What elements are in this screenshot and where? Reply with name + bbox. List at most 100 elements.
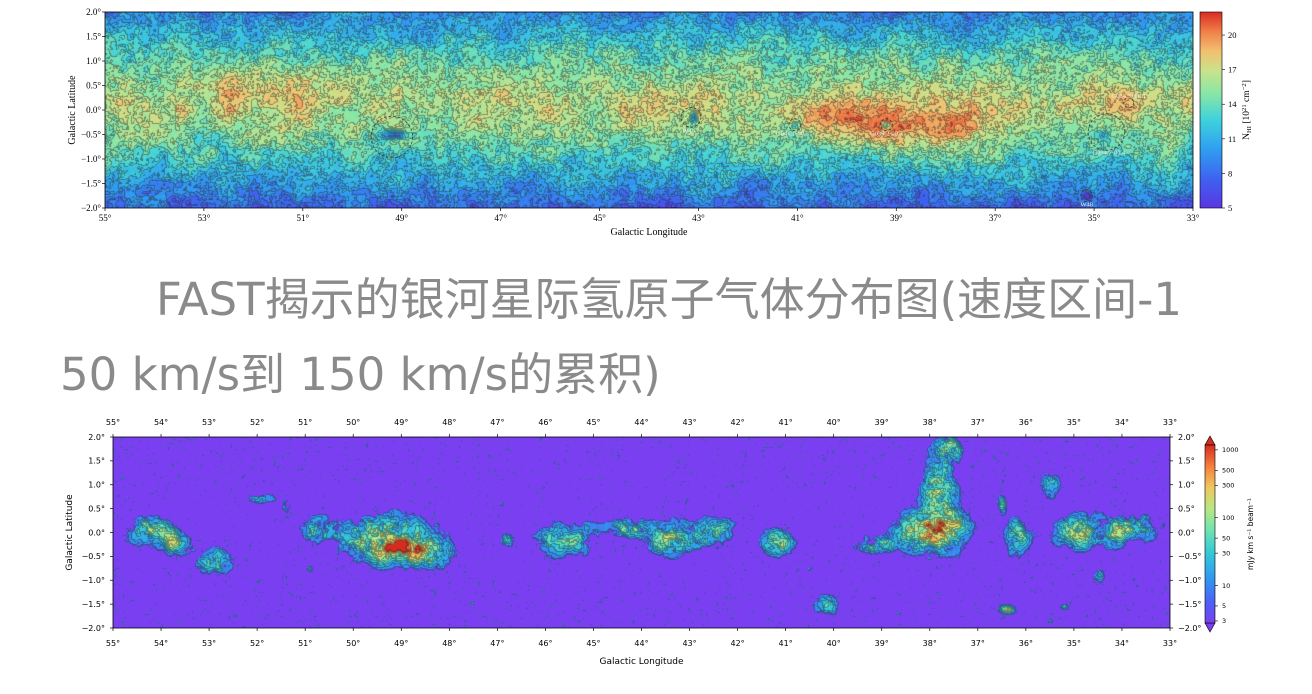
colorbar-tick-label: 17	[1228, 65, 1237, 75]
source-marker-circle	[1087, 113, 1126, 151]
y-tick-label: 2.0°	[86, 7, 101, 17]
x-tick-label: 41°	[779, 639, 793, 648]
source-marker-circle	[1080, 189, 1094, 203]
x-tick-label: 33°	[1187, 213, 1200, 223]
x-tick-label: 55°	[106, 418, 120, 427]
colorbar-label-part: −2	[1241, 83, 1248, 90]
y-tick-label: 0.5°	[1178, 504, 1195, 513]
colorbar-label-part: 21	[1241, 104, 1248, 111]
source-marker-circle	[788, 118, 802, 132]
x-tick-label: 33°	[1163, 418, 1177, 427]
y-tick-label: −1.0°	[1178, 576, 1201, 585]
colorbar	[1204, 444, 1216, 624]
colorbar-label-part: HI	[1246, 126, 1253, 133]
colorbar-tick-label: 11	[1228, 134, 1236, 144]
x-tick-label: 51°	[298, 639, 312, 648]
source-marker-circle	[880, 118, 893, 132]
x-tick-label: 38°	[923, 418, 937, 427]
x-tick-label: 53°	[202, 639, 216, 648]
x-tick-label: 48°	[442, 418, 456, 427]
colorbar-label-part: [10	[1242, 111, 1252, 126]
y-tick-label: 0.0°	[1178, 528, 1195, 537]
top-map-axes: Galactic Longitude Galactic Latitude 55°…	[67, 7, 1253, 238]
x-axis-label: Galactic Longitude	[611, 227, 688, 238]
x-tick-label: 55°	[106, 639, 120, 648]
x-tick-label: 50°	[346, 639, 360, 648]
x-tick-label: 49°	[395, 213, 408, 223]
x-tick-label: 36°	[1019, 418, 1033, 427]
x-tick-label: 38°	[923, 639, 937, 648]
source-marker-circle	[680, 107, 702, 128]
colorbar-tick-label: 100	[1222, 514, 1234, 522]
colorbar-tick-label: 1000	[1222, 446, 1239, 454]
x-tick-label: 42°	[730, 418, 744, 427]
y-tick-label: −2.0°	[81, 203, 101, 213]
x-tick-label: 39°	[875, 418, 889, 427]
x-tick-label: 43°	[682, 639, 696, 648]
x-tick-label: 44°	[634, 639, 648, 648]
x-tick-label: 51°	[297, 213, 310, 223]
colorbar-label: NHI [1021 cm−2]	[1241, 80, 1253, 140]
x-tick-label: 48°	[442, 639, 456, 648]
x-tick-label: 46°	[538, 418, 552, 427]
x-tick-label: 55°	[99, 213, 112, 223]
y-tick-label: 0.5°	[86, 81, 101, 91]
x-tick-label: 49°	[394, 639, 408, 648]
x-tick-label: 35°	[1088, 213, 1101, 223]
source-annotation-label: G039.2-00.3	[870, 130, 903, 137]
x-tick-label: 54°	[154, 418, 168, 427]
colorbar-tick-label: 300	[1222, 482, 1234, 490]
figure-caption: FAST揭示的银河星际氢原子气体分布图(速度区间-1 50 km/s到 150 …	[60, 262, 1292, 412]
x-tick-label: 54°	[154, 639, 168, 648]
source-annotation-label: G034.3+00.1	[1112, 93, 1146, 100]
caption-line: 50 km/s到 150 km/s的累积)	[60, 348, 661, 401]
x-tick-label: 40°	[827, 639, 841, 648]
x-tick-label: 37°	[989, 213, 1002, 223]
x-tick-label: 39°	[890, 213, 903, 223]
colorbar-tick-label: 14	[1228, 99, 1237, 109]
x-tick-label: 51°	[298, 418, 312, 427]
colorbar-tick-label: 50	[1222, 534, 1230, 542]
y-tick-label: −0.5°	[1178, 552, 1201, 561]
x-tick-label: 44°	[634, 418, 648, 427]
y-tick-label: 1.0°	[88, 481, 105, 490]
y-tick-label: −2.0°	[82, 624, 105, 633]
source-annotation-label: G034.7-00.4	[1092, 149, 1126, 156]
x-tick-label: 45°	[593, 213, 606, 223]
plot-frame	[112, 436, 1171, 629]
y-tick-label: 2.0°	[88, 433, 105, 442]
source-annotation-label: W49	[682, 128, 695, 135]
y-tick-label: −1.5°	[81, 179, 101, 189]
y-axis-label: Galactic Latitude	[67, 75, 78, 145]
colorbar-extend-min	[1204, 622, 1216, 633]
colorbar-tick-label: 5	[1228, 203, 1232, 213]
y-tick-label: −1.0°	[82, 576, 105, 585]
colorbar-label: mJy km s⁻¹ beam⁻¹	[1246, 498, 1255, 570]
source-annotation-label: G041.1-00.3	[776, 130, 809, 137]
y-tick-label: 2.0°	[1178, 433, 1195, 442]
x-tick-label: 36°	[1019, 639, 1033, 648]
x-tick-label: 47°	[490, 639, 504, 648]
colorbar-tick-label: 20	[1228, 30, 1237, 40]
colorbar-tick-label: 500	[1222, 467, 1234, 475]
x-tick-label: 47°	[494, 213, 507, 223]
x-tick-label: 53°	[198, 213, 211, 223]
colorbar-tick-label: 30	[1222, 549, 1230, 557]
colorbar-tick-label: 5	[1222, 602, 1226, 610]
x-tick-label: 35°	[1067, 418, 1081, 427]
x-tick-label: 45°	[586, 639, 600, 648]
y-tick-label: −1.5°	[82, 600, 105, 609]
x-tick-label: 49°	[394, 418, 408, 427]
y-tick-label: −1.0°	[81, 154, 101, 164]
source-annotation-label: W48	[1080, 201, 1093, 208]
x-tick-label: 34°	[1115, 639, 1129, 648]
x-tick-label: 40°	[827, 418, 841, 427]
x-tick-label: 43°	[692, 213, 705, 223]
x-axis-label: Galactic Longitude	[599, 657, 684, 667]
x-tick-label: 52°	[250, 418, 264, 427]
y-axis-label: Galactic Latitude	[65, 494, 75, 571]
colorbar-tick-label: 8	[1228, 168, 1232, 178]
x-tick-label: 50°	[346, 418, 360, 427]
y-tick-label: 1.5°	[88, 457, 105, 466]
x-tick-label: 53°	[202, 418, 216, 427]
